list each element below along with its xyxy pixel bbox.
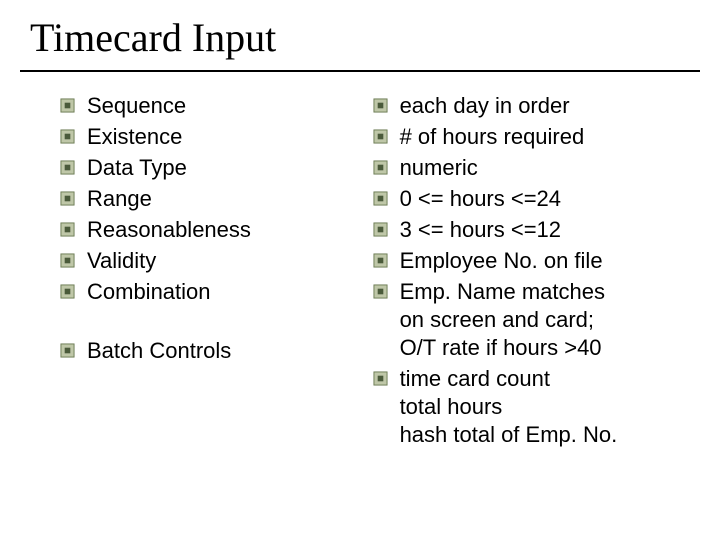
bullet-icon [373, 222, 388, 242]
list-item-text: Employee No. on file [400, 247, 603, 275]
list-item-text: Combination [87, 278, 211, 306]
list-item: # of hours required [373, 123, 700, 151]
slide-title: Timecard Input [30, 14, 276, 61]
list-item: Range [60, 185, 373, 213]
list-item-text: Emp. Name matches on screen and card; O/… [400, 278, 605, 362]
list-item-text: numeric [400, 154, 478, 182]
list-item-text: Sequence [87, 92, 186, 120]
right-column: each day in order # of hours required nu… [373, 92, 700, 452]
list-item: Emp. Name matches on screen and card; O/… [373, 278, 700, 362]
bullet-icon [373, 253, 388, 273]
list-item-text: 3 <= hours <=12 [400, 216, 561, 244]
list-item: each day in order [373, 92, 700, 120]
bullet-icon [60, 129, 75, 149]
bullet-icon [373, 160, 388, 180]
list-item: Reasonableness [60, 216, 373, 244]
bullet-icon [373, 284, 388, 304]
list-item-text: Range [87, 185, 152, 213]
bullet-icon [60, 160, 75, 180]
bullet-icon [60, 222, 75, 242]
list-item: numeric [373, 154, 700, 182]
bullet-icon [60, 191, 75, 211]
bullet-icon [373, 191, 388, 211]
bullet-icon [373, 129, 388, 149]
slide: Timecard Input Sequence Existence Data T… [0, 0, 720, 540]
list-item: Existence [60, 123, 373, 151]
list-item: 0 <= hours <=24 [373, 185, 700, 213]
list-item-text: Validity [87, 247, 156, 275]
list-gap [60, 309, 373, 337]
title-underline [20, 70, 700, 72]
list-item: Data Type [60, 154, 373, 182]
list-item: Batch Controls [60, 337, 373, 365]
bullet-icon [60, 98, 75, 118]
list-item: Employee No. on file [373, 247, 700, 275]
list-item-text: # of hours required [400, 123, 585, 151]
list-item-text: Data Type [87, 154, 187, 182]
list-item-text: time card count total hours hash total o… [400, 365, 618, 449]
list-item-text: Batch Controls [87, 337, 231, 365]
list-item: Combination [60, 278, 373, 306]
list-item: Sequence [60, 92, 373, 120]
list-item-text: Existence [87, 123, 182, 151]
bullet-icon [373, 371, 388, 391]
list-item-text: Reasonableness [87, 216, 251, 244]
bullet-icon [373, 98, 388, 118]
list-item: Validity [60, 247, 373, 275]
list-item: time card count total hours hash total o… [373, 365, 700, 449]
bullet-icon [60, 253, 75, 273]
bullet-icon [60, 284, 75, 304]
content-columns: Sequence Existence Data Type Range Reaso… [60, 92, 700, 452]
list-item: 3 <= hours <=12 [373, 216, 700, 244]
list-item-text: 0 <= hours <=24 [400, 185, 561, 213]
left-column: Sequence Existence Data Type Range Reaso… [60, 92, 373, 452]
list-item-text: each day in order [400, 92, 570, 120]
bullet-icon [60, 343, 75, 363]
